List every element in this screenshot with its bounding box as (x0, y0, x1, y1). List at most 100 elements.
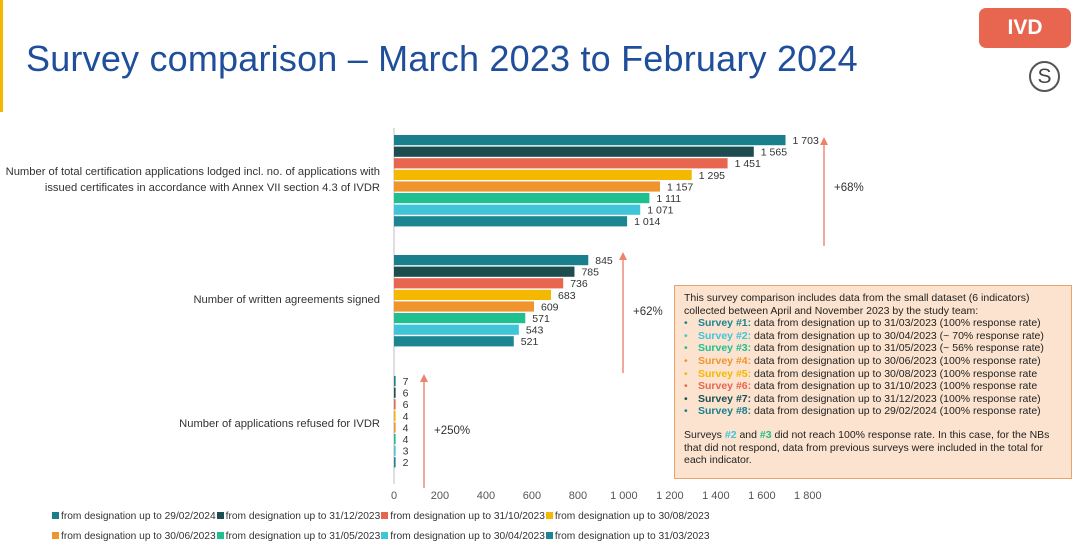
s-logo-icon: S (1029, 61, 1060, 92)
x-tick-label: 1 200 (656, 490, 684, 502)
legend-label: from designation up to 31/05/2023 (225, 531, 381, 542)
page-title: Survey comparison – March 2023 to Februa… (26, 38, 858, 79)
survey-description: data from designation up to 30/08/2023 (… (751, 367, 1038, 380)
data-label: 7 (403, 376, 409, 388)
survey-list-item: • Survey #7: data from designation up to … (684, 393, 1062, 406)
survey-list-item: • Survey #8: data from designation up to … (684, 405, 1062, 418)
growth-arrow-icon (619, 252, 627, 260)
bullet-icon: • (684, 329, 688, 342)
x-tick-label: 800 (569, 490, 587, 502)
survey-name: Survey #7: (698, 392, 752, 405)
bar (394, 146, 754, 157)
bar (394, 376, 396, 387)
data-label: 1 703 (793, 135, 819, 147)
bar (394, 289, 552, 300)
note-highlight-2: #2 (724, 428, 737, 441)
survey-name: Survey #1: (698, 317, 752, 330)
growth-annotation: +250% (434, 425, 470, 437)
survey-list-item: • Survey #6: data from designation up to … (684, 380, 1062, 393)
x-tick-label: 1 800 (794, 490, 822, 502)
data-label: 736 (570, 278, 588, 290)
survey-list-item: • Survey #1: data from designation up to … (684, 317, 1062, 330)
survey-name: Survey #5: (698, 367, 752, 380)
growth-annotation: +62% (633, 306, 663, 318)
data-label: 683 (558, 290, 576, 302)
bar (394, 158, 728, 169)
legend-label: from designation up to 30/06/2023 (61, 531, 216, 542)
data-label: 1 111 (656, 193, 681, 205)
category-label: Number of applications refused for IVDR (179, 418, 380, 430)
category-label: Number of total certification applicatio… (6, 166, 380, 178)
bullet-icon: • (684, 405, 688, 418)
bar (394, 336, 514, 347)
legend-swatch-icon (545, 512, 553, 519)
data-label: 3 (403, 446, 409, 458)
legend-swatch-icon (52, 512, 59, 519)
x-tick-label: 0 (391, 490, 397, 502)
category-label: Number of written agreements signed (193, 294, 380, 306)
legend-swatch-icon (216, 512, 224, 519)
note-part1: Surveys (684, 428, 725, 441)
bar (394, 301, 535, 312)
legend-swatch-icon (381, 532, 389, 539)
legend-item: from designation up to 30/04/2023 (381, 531, 545, 542)
bar (394, 255, 589, 266)
legend-item: from designation up to 31/05/2023 (216, 531, 381, 542)
bar (394, 181, 660, 192)
survey-description: data from designation up to 31/05/2023 (… (751, 342, 1044, 355)
survey-description: data from designation up to 30/04/2023 (… (751, 329, 1044, 342)
survey-name: Survey #8: (698, 405, 752, 418)
survey-list-item: • Survey #3: data from designation up to … (684, 342, 1062, 355)
x-tick-label: 600 (523, 490, 541, 502)
legend-label: from designation up to 30/04/2023 (390, 531, 545, 542)
survey-description: data from designation up to 31/10/2023 (… (751, 380, 1038, 393)
bullet-icon: • (684, 342, 688, 355)
x-tick-label: 1 600 (748, 490, 776, 502)
legend-item: from designation up to 30/06/2023 (52, 531, 216, 542)
legend-label: from designation up to 30/08/2023 (554, 511, 710, 522)
data-label: 785 (581, 267, 599, 279)
survey-description: data from designation up to 31/12/2023 (… (751, 392, 1041, 405)
bar (394, 313, 526, 324)
legend-label: from designation up to 31/12/2023 (225, 511, 381, 522)
data-label: 543 (526, 325, 544, 337)
data-label: 1 565 (761, 147, 787, 159)
growth-arrow-icon (820, 137, 828, 145)
legend-swatch-icon (216, 532, 224, 539)
info-intro: This survey comparison includes data fro… (684, 292, 1030, 317)
bar (394, 169, 692, 180)
bullet-icon: • (684, 354, 688, 367)
data-label: 1 014 (634, 216, 660, 228)
legend-label: from designation up to 31/10/2023 (390, 511, 545, 522)
note-highlight-3: #3 (759, 428, 772, 441)
bar (394, 216, 628, 227)
bar (394, 445, 396, 456)
x-tick-label: 400 (477, 490, 495, 502)
bar (394, 410, 396, 421)
data-label: 1 451 (735, 158, 761, 170)
legend-item: from designation up to 31/03/2023 (545, 531, 710, 542)
bar (394, 204, 641, 215)
legend-label: from designation up to 29/02/2024 (61, 511, 216, 522)
growth-arrow-icon (420, 374, 428, 382)
bar (394, 135, 786, 146)
bullet-icon: • (684, 380, 688, 393)
data-label: 6 (403, 399, 409, 411)
data-label: 609 (541, 301, 559, 313)
survey-description: data from designation up to 30/06/2023 (… (751, 354, 1041, 367)
survey-name: Survey #4: (698, 354, 752, 367)
survey-list: • Survey #1: data from designation up to … (684, 317, 1062, 418)
data-label: 6 (403, 388, 409, 400)
chart-legend-row-1: from designation up to 29/02/2024 from de… (52, 511, 792, 522)
legend-swatch-icon (52, 532, 59, 539)
survey-info-box: This survey comparison includes data fro… (674, 285, 1072, 479)
survey-description: data from designation up to 29/02/2024 (… (751, 405, 1041, 418)
x-tick-label: 1 400 (702, 490, 730, 502)
data-label: 845 (595, 255, 613, 267)
data-label: 521 (521, 336, 539, 348)
bar (394, 434, 396, 445)
survey-list-item: • Survey #2: data from designation up to … (684, 330, 1062, 343)
data-label: 4 (403, 411, 409, 423)
bar (394, 266, 575, 277)
data-label: 2 (403, 457, 409, 469)
